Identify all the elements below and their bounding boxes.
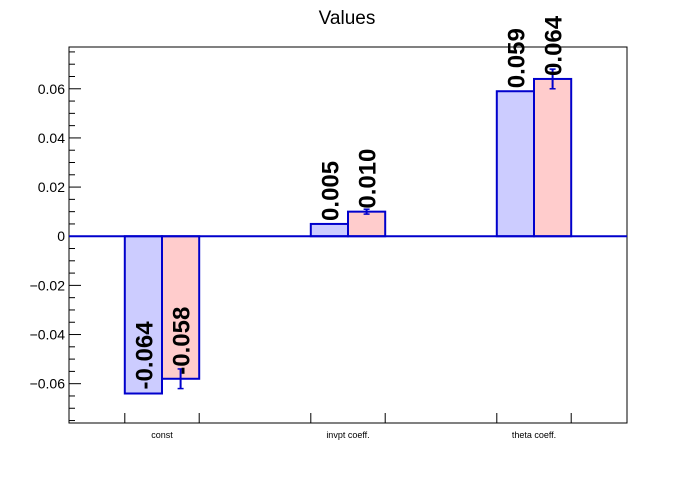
- bar: [309, 222, 349, 238]
- plot-frame: [68, 46, 628, 424]
- bar-value-label: 0.005: [317, 161, 344, 221]
- y-tick-label: 0: [57, 228, 65, 244]
- y-tick-label: −0.04: [30, 327, 66, 343]
- data-labels: -0.064 0.005 0.059 -0.058 0.010 0.064: [131, 15, 567, 389]
- bar: [347, 210, 387, 238]
- chart-title: Values: [319, 8, 376, 29]
- bar-value-label: 0.059: [503, 28, 530, 88]
- x-category-label: theta coeff.: [512, 430, 556, 440]
- y-tick-label: −0.02: [30, 277, 66, 293]
- y-tick-label: 0.02: [38, 179, 65, 195]
- error-bars: [177, 68, 556, 390]
- x-axis: const invpt coeff. theta coeff.: [124, 413, 572, 440]
- bar-value-label: 0.010: [355, 149, 382, 209]
- y-tick-label: 0.04: [38, 130, 65, 146]
- bar: [495, 90, 535, 238]
- x-category-label: const: [151, 430, 173, 440]
- y-tick-label: 0.06: [38, 81, 65, 97]
- bar-value-label: 0.064: [541, 15, 568, 76]
- bar-value-label: -0.064: [131, 321, 158, 390]
- bar-value-label: -0.058: [169, 307, 196, 375]
- x-category-label: invpt coeff.: [326, 430, 369, 440]
- y-tick-label: −0.06: [30, 376, 66, 392]
- y-axis: −0.06 −0.04 −0.02 0 0.02 0.04 0.06: [30, 51, 81, 422]
- bar: [533, 77, 573, 238]
